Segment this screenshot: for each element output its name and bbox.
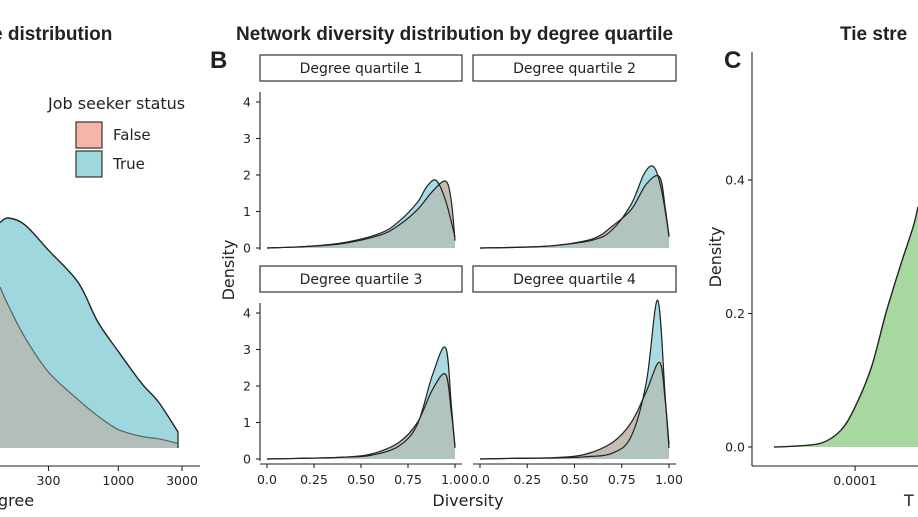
density-line-true: [266, 179, 456, 249]
facet-x-tick-label: 0.75: [608, 472, 636, 487]
density-area-overlap: [267, 373, 455, 459]
facet-y-tick-label: 4: [243, 95, 251, 110]
panel-c-plot-area: [774, 206, 918, 448]
panel-c-x-tick-label: 0.0001: [833, 473, 877, 488]
panel-a: e distribution 300 1000 3000 gree Job seeker …: [0, 24, 200, 510]
panel-c-letter: C: [724, 47, 741, 74]
panel-a-x-tick-label: 3000: [166, 473, 198, 488]
facet-y-tick-label: 3: [243, 131, 251, 146]
facet-strip: [259, 265, 463, 293]
facet-x-tick-label: 0.50: [347, 472, 375, 487]
panel-b: Network diversity distribution by degree…: [210, 24, 683, 510]
facet-strip: [472, 54, 677, 82]
density-line-true: [479, 165, 670, 249]
facet-strip-label: Degree quartile 2: [513, 61, 636, 77]
density-line-false: [0, 286, 179, 444]
facet-y-tick-label: 1: [243, 415, 251, 430]
facet-y-tick-label: 4: [243, 306, 251, 321]
panel-c-title: Tie stre: [840, 24, 907, 45]
density-line-true: [266, 346, 456, 460]
facet-x-tick-label: 0.75: [394, 472, 422, 487]
facet-y-tick-label: 1: [243, 204, 251, 219]
facet-1: Degree quartile 1 0 1 2 3 4: [243, 54, 463, 256]
facet-3: Degree quartile 3 0 1 2 3 4 0.0 0.25 0.50 0.75 1.0…: [243, 265, 469, 487]
facet-y-tick-label: 2: [243, 379, 251, 394]
legend-label-false: False: [113, 126, 151, 144]
panel-c-y-tick-label: 0.2: [725, 306, 745, 321]
facet-strip: [259, 54, 463, 82]
facet-x-tick-label: 1.00: [441, 472, 469, 487]
facet-4: Degree quartile 4 0.0 0.25 0.50 0.75 1.00: [470, 265, 683, 487]
legend-title: Job seeker status: [47, 94, 185, 113]
facet-strip: [472, 265, 677, 293]
panel-c-y-tick-label: 0.4: [725, 173, 745, 188]
panel-b-x-axis-label: Diversity: [432, 491, 503, 510]
legend-swatch-false: [75, 121, 103, 149]
panel-c-y-tick-label: 0.0: [725, 440, 745, 455]
density-area-tie-strength: [774, 206, 918, 447]
density-line-true: [479, 299, 670, 460]
facet-x-tick-label: 0.25: [513, 472, 541, 487]
facet-x-tick-label: 0.0: [470, 472, 490, 487]
density-area-false: [0, 287, 178, 448]
panel-b-y-axis-label: Density: [219, 240, 238, 301]
facet-x-tick-label: 0.0: [257, 472, 277, 487]
facet-x-tick-label: 0.25: [300, 472, 328, 487]
facet-y-tick-label: 0: [243, 452, 251, 467]
panel-a-x-tick-label: 300: [37, 473, 61, 488]
legend-label-true: True: [112, 155, 145, 173]
panel-c-x-axis-label: T: [903, 491, 914, 510]
panel-b-title: Network diversity distribution by degree…: [236, 24, 673, 45]
density-line-tie-strength: [774, 206, 918, 448]
panel-a-x-tick-label: 1000: [102, 473, 134, 488]
facet-strip-label: Degree quartile 1: [300, 61, 423, 77]
facet-strip-label: Degree quartile 4: [513, 272, 636, 288]
facet-y-tick-label: 3: [243, 342, 251, 357]
facet-x-tick-label: 1.00: [655, 472, 683, 487]
panel-a-title: e distribution: [0, 24, 112, 45]
facet-y-tick-label: 2: [243, 168, 251, 183]
panel-a-plot-area: [0, 217, 179, 448]
facet-x-tick-label: 0.50: [561, 472, 589, 487]
facet-2: Degree quartile 2: [472, 54, 677, 249]
density-area-overlap: [267, 180, 455, 248]
panel-c: C Tie stre 0.0 0.2 0.4 0.0001 Density T: [706, 24, 918, 510]
panel-b-letter: B: [210, 47, 227, 74]
legend-swatch-true: [75, 150, 103, 178]
density-line-true: [0, 217, 179, 433]
density-area-overlap: [480, 175, 669, 248]
facet-strip-label: Degree quartile 3: [300, 272, 423, 288]
panel-c-y-axis-label: Density: [706, 227, 725, 288]
density-area-overlap: [480, 362, 669, 459]
facet-y-tick-label: 0: [243, 241, 251, 256]
panel-a-x-axis-label: gree: [0, 491, 34, 510]
